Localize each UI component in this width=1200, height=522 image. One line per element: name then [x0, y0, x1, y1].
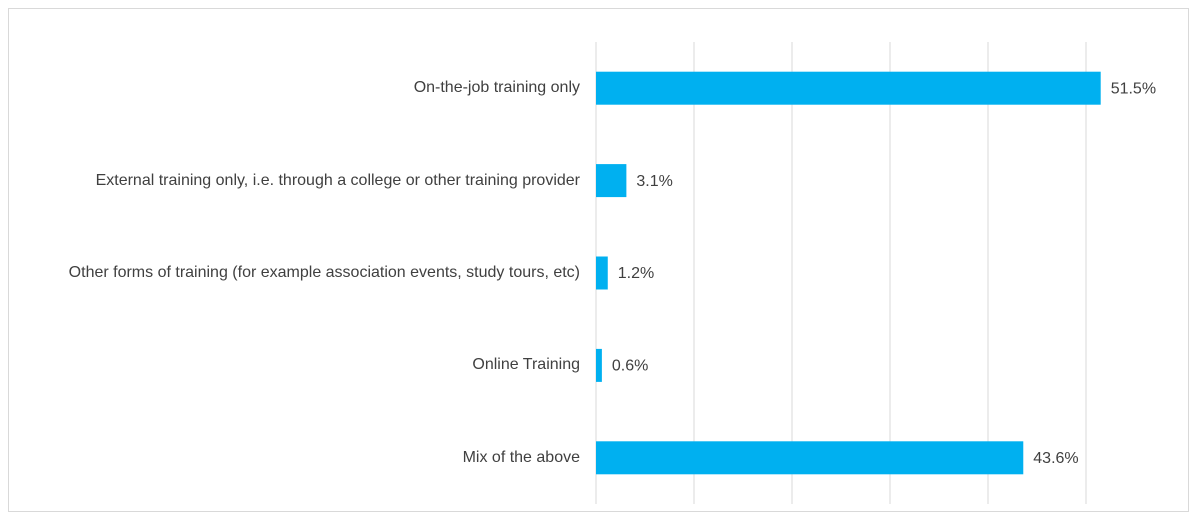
bar: [596, 71, 1101, 105]
category-label: External training only, i.e. through a c…: [95, 171, 580, 189]
bar: [596, 164, 627, 198]
data-label: 1.2%: [618, 265, 654, 282]
data-label: 51.5%: [1111, 80, 1156, 97]
data-label: 3.1%: [636, 173, 672, 190]
data-label: 0.6%: [612, 358, 648, 375]
bar: [596, 256, 608, 290]
bar: [596, 441, 1024, 475]
category-label: On-the-job training only: [413, 79, 580, 97]
data-label: 43.6%: [1033, 450, 1078, 467]
chart-frame: [8, 8, 1189, 512]
bar: [596, 348, 602, 382]
category-label: Other forms of training (for example ass…: [68, 264, 580, 281]
category-label: Mix of the above: [462, 448, 580, 466]
category-label: Online Training: [472, 356, 580, 374]
